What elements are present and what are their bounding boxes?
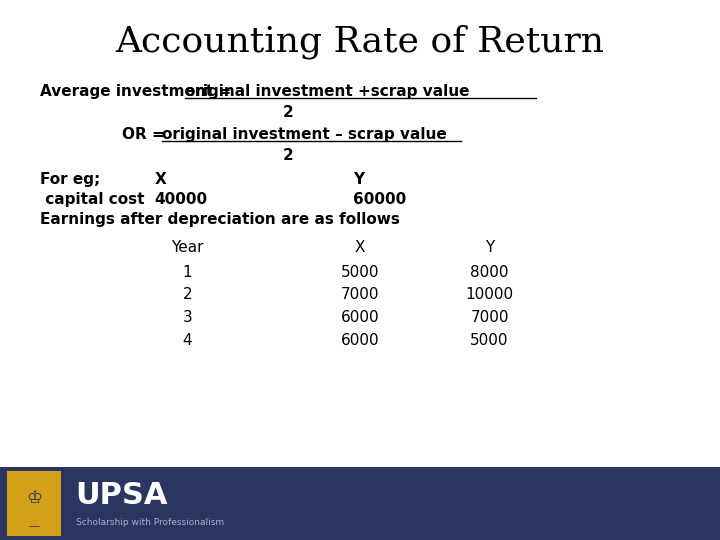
Text: X: X (155, 172, 166, 187)
Text: 5000: 5000 (341, 265, 379, 280)
Text: 7000: 7000 (470, 310, 509, 325)
Text: 3: 3 (182, 310, 192, 325)
Text: 8000: 8000 (470, 265, 509, 280)
Text: 6000: 6000 (341, 310, 379, 325)
Text: 2: 2 (283, 105, 293, 120)
Text: OR =: OR = (122, 127, 171, 142)
Text: Earnings after depreciation are as follows: Earnings after depreciation are as follo… (40, 212, 400, 227)
Text: 7000: 7000 (341, 287, 379, 302)
Text: Year: Year (171, 240, 204, 255)
Text: Average investment =: Average investment = (40, 84, 236, 99)
Text: UPSA: UPSA (76, 481, 168, 510)
Text: 2: 2 (283, 148, 293, 164)
Text: 40000: 40000 (155, 192, 208, 207)
Text: 4: 4 (182, 333, 192, 348)
Text: 60000: 60000 (353, 192, 406, 207)
Text: capital cost: capital cost (40, 192, 144, 207)
Text: Accounting Rate of Return: Accounting Rate of Return (115, 24, 605, 59)
Text: For eg;: For eg; (40, 172, 100, 187)
Text: Y: Y (485, 240, 494, 255)
Text: 6000: 6000 (341, 333, 379, 348)
Text: ♔: ♔ (26, 489, 42, 507)
Text: original investment – scrap value: original investment – scrap value (162, 127, 446, 142)
Text: X: X (355, 240, 365, 255)
Text: 2: 2 (182, 287, 192, 302)
Text: 5000: 5000 (470, 333, 509, 348)
Text: 10000: 10000 (466, 287, 513, 302)
Text: Y: Y (353, 172, 364, 187)
Text: Scholarship with Professionalism: Scholarship with Professionalism (76, 518, 224, 527)
Text: 1: 1 (182, 265, 192, 280)
Text: —: — (29, 521, 40, 531)
Text: original investment +scrap value: original investment +scrap value (185, 84, 469, 99)
